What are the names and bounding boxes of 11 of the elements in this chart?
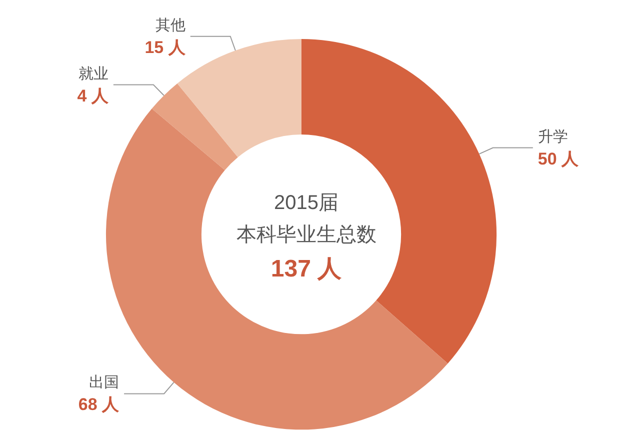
slice-label: 出国 [89,374,120,392]
data-label: 15 人 [144,38,186,57]
text: 本科毕业生总数 [236,224,376,246]
data-label: 4 人 [77,86,110,106]
slice-label: 就业 [78,65,108,82]
data-label: 68 人 [78,395,120,414]
data-label: 50 人 [538,149,580,168]
text: 137 人 [270,256,343,282]
slice-label: 升学 [538,128,568,146]
slice-label: 其他 [155,16,186,34]
text: 2015届 [274,192,339,214]
